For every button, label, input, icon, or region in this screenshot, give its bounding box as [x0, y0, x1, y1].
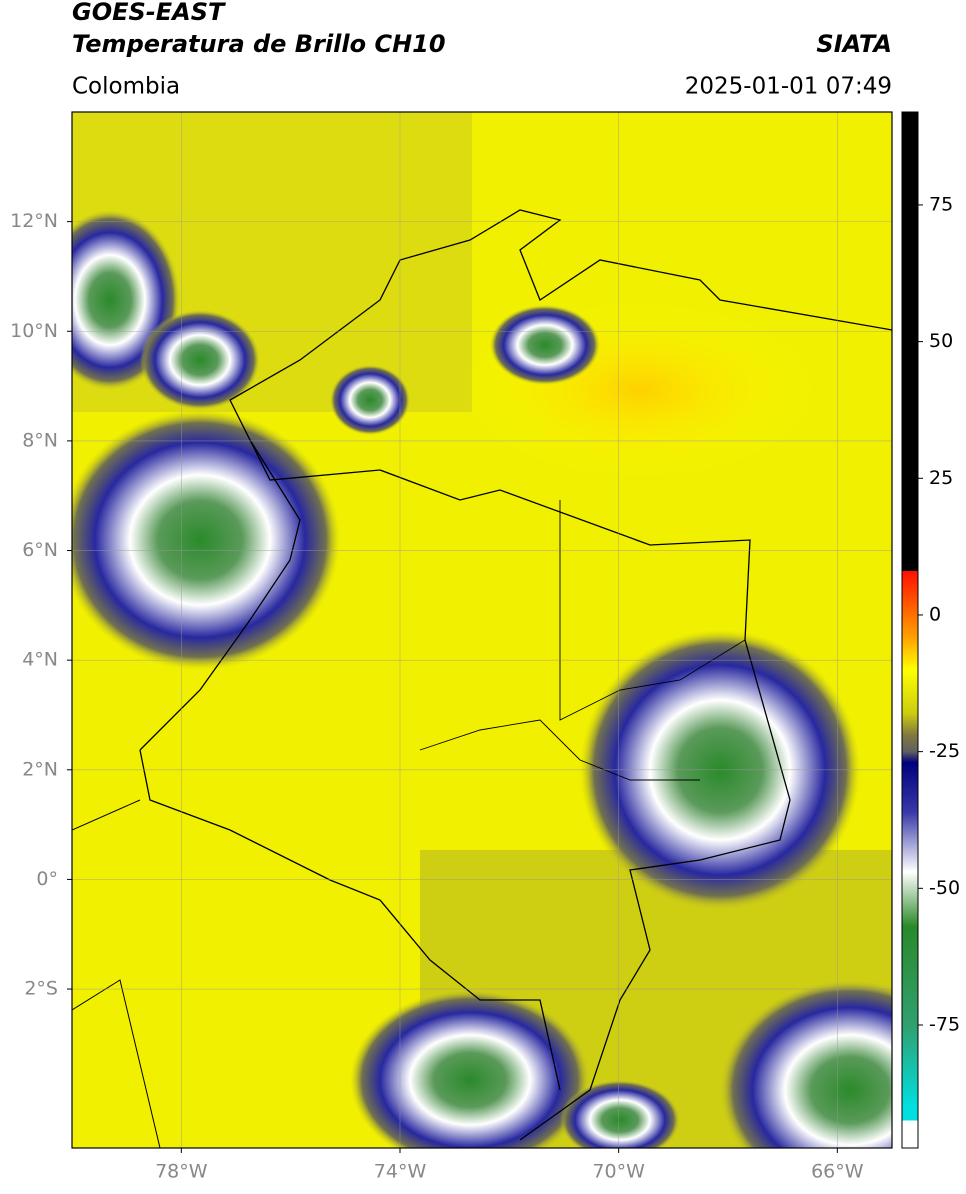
y-tick-label: 6°N [22, 539, 58, 561]
y-tick-label: 8°N [22, 429, 58, 451]
x-tick-label: 74°W [374, 1161, 427, 1183]
y-tick-label: 0° [36, 868, 58, 890]
colorbar [901, 111, 919, 1149]
region: Colombia [72, 74, 180, 100]
y-tick-label: 4°N [22, 649, 58, 671]
y-tick-label: 10°N [10, 320, 58, 342]
grid [72, 112, 892, 1148]
x-tick-label: 78°W [155, 1161, 208, 1183]
y-tick-label: 2°S [24, 978, 58, 1000]
colorbar-tick-label: 75 [929, 193, 953, 215]
colorbar-tick-label: 0 [929, 603, 941, 625]
subtitle: Temperatura de Brillo CH10 [72, 30, 446, 58]
colorbar-tick-label: 50 [929, 330, 953, 352]
datetime: 2025-01-01 07:49 [685, 74, 892, 100]
y-tick-label: 2°N [22, 758, 58, 780]
colorbar-tick-label: -25 [929, 740, 960, 762]
y-tick-label: 12°N [10, 210, 58, 232]
map-frame [71, 111, 893, 1149]
satellite-image [72, 112, 892, 1148]
colorbar-tick-label: 25 [929, 467, 953, 489]
source: SIATA [816, 30, 892, 58]
x-tick-label: 66°W [811, 1161, 864, 1183]
colorbar-tick-label: -50 [929, 877, 960, 899]
x-tick-label: 70°W [592, 1161, 645, 1183]
title: GOES-EAST [72, 0, 226, 26]
colorbar-tick-label: -75 [929, 1013, 960, 1035]
